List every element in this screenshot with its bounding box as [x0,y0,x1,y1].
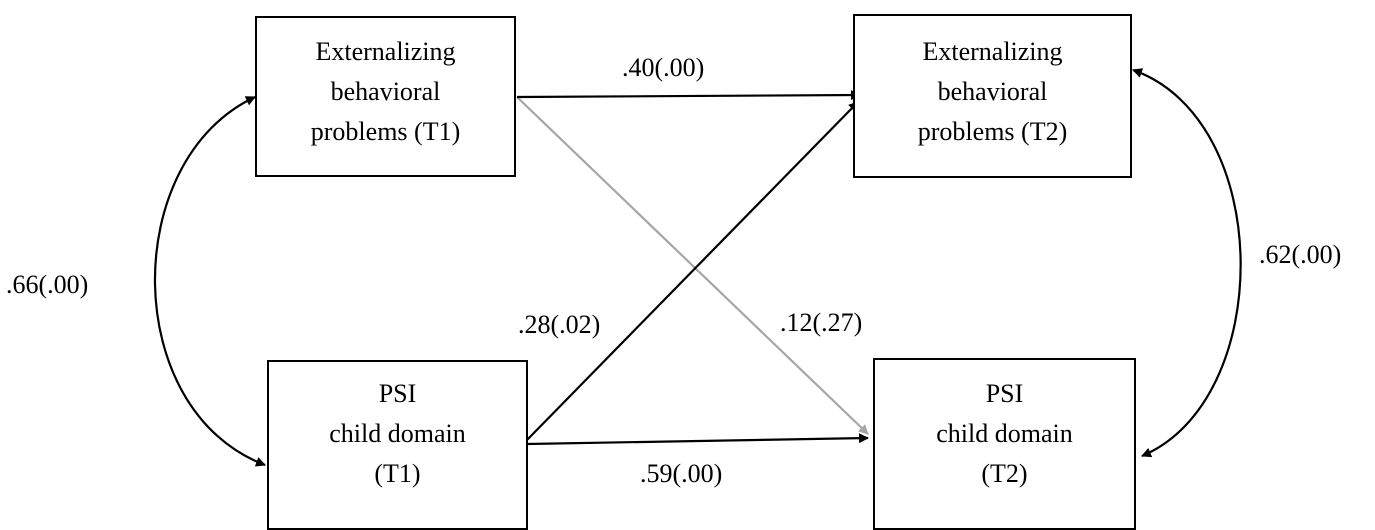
node-label-line: child domain [936,419,1073,448]
path-label-psi-t1-to-ext-t2: .28(.02) [518,310,601,339]
path-arrow-ext-t1-to-ext-t2 [516,90,861,101]
node-label-line: PSI [378,379,417,408]
node-label-line: problems (T2) [917,117,1068,146]
path-arrow-psi-t1-to-psi-t2 [526,433,869,446]
node-label-line: problems (T1) [310,117,461,146]
path-label-ext-t1-to-ext-t2: .40(.00) [622,53,705,82]
correlation-arrow-t2 [1132,68,1242,458]
node-label-line: behavioral [330,77,441,106]
node-externalizing-t1: Externalizing behavioral problems (T1) [255,16,516,177]
path-label-psi-t1-to-psi-t2: .59(.00) [640,459,723,488]
node-externalizing-t2: Externalizing behavioral problems (T2) [853,14,1132,178]
node-label-line: child domain [329,419,466,448]
node-label-line: (T1) [374,459,421,488]
correlation-arrow-t1 [153,96,266,467]
path-arrow-psi-t1-to-ext-t2 [526,101,859,441]
node-psi-t2: PSI child domain (T2) [873,358,1136,530]
path-label-ext-t1-to-psi-t2: .12(.27) [780,308,863,337]
correlation-label-t2: .62(.00) [1259,240,1342,269]
node-label-line: behavioral [937,77,1048,106]
node-label-line: (T2) [981,459,1028,488]
correlation-label-t1: .66(.00) [6,270,89,299]
path-arrow-ext-t1-to-psi-t2 [516,96,869,435]
node-label-line: PSI [985,379,1024,408]
node-label-line: Externalizing [922,37,1063,66]
path-diagram [153,68,1242,467]
node-psi-t1: PSI child domain (T1) [267,360,528,530]
node-label-line: Externalizing [315,37,456,66]
